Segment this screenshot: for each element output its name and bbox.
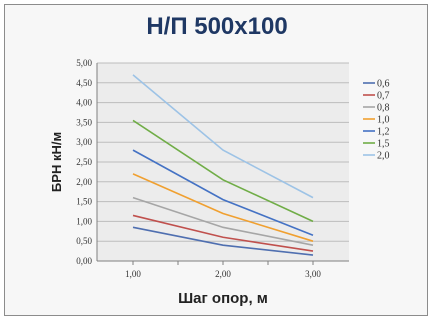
series-line <box>132 226 314 256</box>
x-tick-label: 3,00 <box>305 269 321 279</box>
legend-label: 0,7 <box>377 91 390 102</box>
y-tick-label: 1,00 <box>76 216 92 226</box>
y-tick-label: 5,00 <box>76 58 92 68</box>
x-axis-label: Шаг опор, м <box>178 290 268 307</box>
y-tick-label: 4,00 <box>76 98 92 108</box>
y-tick-label: 3,50 <box>76 117 92 127</box>
series-line <box>132 173 314 242</box>
series-line <box>132 214 314 252</box>
chart-frame: Н/П 500x100 0,00 0,50 1,00 1,50 2,00 2,50 3,00… <box>4 4 428 316</box>
y-axis-label: БРН кН/м <box>49 132 64 192</box>
x-tick-label: 2,00 <box>215 269 231 279</box>
y-tick-label: 1,50 <box>76 197 92 207</box>
series-line <box>132 149 314 237</box>
legend-label: 2,0 <box>377 151 390 162</box>
chart-title: Н/П 500x100 <box>146 13 288 40</box>
series-line <box>132 119 314 223</box>
y-tick-label: 4,50 <box>76 78 92 88</box>
y-tick-label: 2,50 <box>76 157 92 167</box>
y-tick-label: 3,00 <box>76 137 92 147</box>
y-tick-label: 0,50 <box>76 236 92 246</box>
legend-label: 0,6 <box>377 79 390 90</box>
y-tick-label: 0,00 <box>76 256 92 266</box>
y-tick-label: 2,00 <box>76 177 92 187</box>
legend-label: 0,8 <box>377 103 390 114</box>
legend-label: 1,5 <box>377 139 390 150</box>
x-tick-label: 1,00 <box>125 269 141 279</box>
legend-label: 1,2 <box>377 127 390 138</box>
legend-label: 1,0 <box>377 115 390 126</box>
series-line <box>132 196 314 246</box>
series-line <box>132 74 314 199</box>
line-chart: 0,00 0,50 1,00 1,50 2,00 2,50 3,00 3,50 4,00 4,50… <box>49 58 390 307</box>
